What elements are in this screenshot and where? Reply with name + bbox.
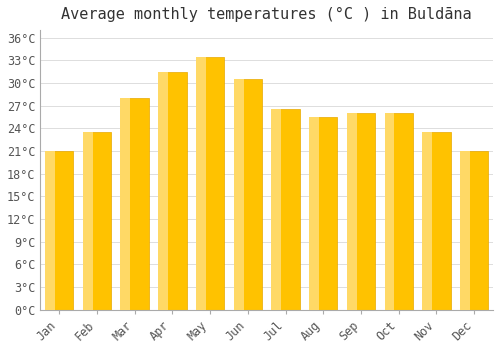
Bar <box>460 151 470 310</box>
Bar <box>347 113 357 310</box>
Bar <box>384 113 413 310</box>
Bar <box>272 110 281 310</box>
Bar <box>234 79 262 310</box>
Bar <box>158 72 168 310</box>
Bar <box>120 98 130 310</box>
Bar <box>422 132 432 310</box>
Bar <box>196 56 224 310</box>
Title: Average monthly temperatures (°C ) in Buldāna: Average monthly temperatures (°C ) in Bu… <box>62 7 472 22</box>
Bar <box>272 110 299 310</box>
Bar <box>158 72 186 310</box>
Bar <box>196 56 206 310</box>
Bar <box>422 132 450 310</box>
Bar <box>45 151 55 310</box>
Bar <box>309 117 338 310</box>
Bar <box>384 113 394 310</box>
Bar <box>460 151 488 310</box>
Bar <box>309 117 319 310</box>
Bar <box>83 132 92 310</box>
Bar <box>120 98 149 310</box>
Bar <box>83 132 111 310</box>
Bar <box>347 113 375 310</box>
Bar <box>234 79 243 310</box>
Bar <box>45 151 74 310</box>
